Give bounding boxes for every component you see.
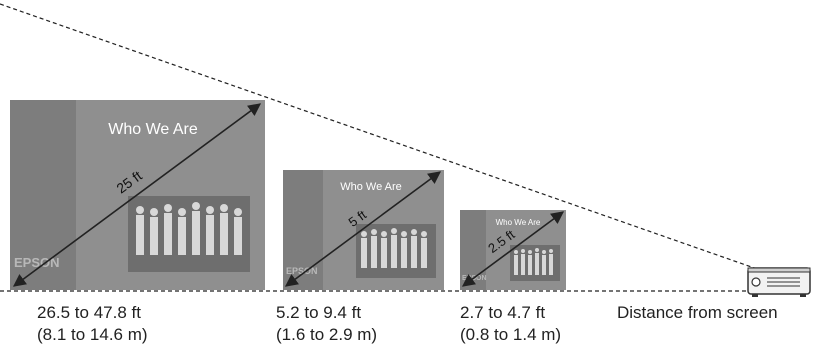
distance-feet: 2.7 to 4.7 ft [460,303,546,322]
screen-title: Who We Are [108,121,198,138]
distance-metric: (8.1 to 14.6 m) [37,325,148,344]
projector-icon [747,267,811,297]
distance-feet: 5.2 to 9.4 ft [276,303,362,322]
screen-small: Who We Are EPSON 2.5 ft [460,210,566,290]
projection-ray-top [0,3,761,271]
distance-label-small: 2.7 to 4.7 ft (0.8 to 1.4 m) [460,302,561,346]
axis-label: Distance from screen [617,303,778,322]
screen-title: Who We Are [340,181,402,193]
diagonal-arrow [284,171,442,287]
diagonal-arrow [12,103,262,287]
distance-metric: (1.6 to 2.9 m) [276,325,378,344]
photo [128,196,250,272]
distance-metric: (0.8 to 1.4 m) [460,325,562,344]
screen-title: Who We Are [496,218,541,227]
screen-large: Who We Are EPSON 25 ft [10,100,265,290]
diagonal-arrow [461,211,565,287]
screen-medium: Who We Are EPSON 5 ft [283,170,444,290]
distance-feet: 26.5 to 47.8 ft [37,303,141,322]
distance-label-medium: 5.2 to 9.4 ft (1.6 to 2.9 m) [276,302,377,346]
distance-label-large: 26.5 to 47.8 ft (8.1 to 14.6 m) [37,302,148,346]
